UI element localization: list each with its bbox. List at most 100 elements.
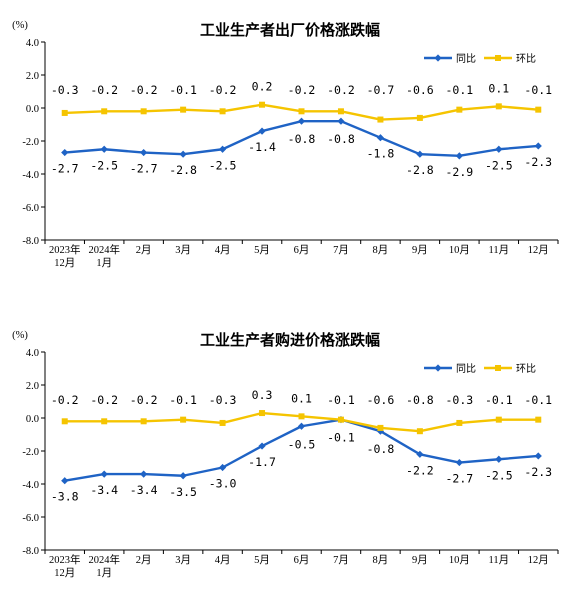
yoy-data-label: -2.8 <box>169 163 197 177</box>
y-tick-label: -8.0 <box>22 546 39 557</box>
mom-data-point <box>495 416 502 423</box>
y-tick-label: -4.0 <box>22 170 39 181</box>
mom-data-label: 0.3 <box>252 388 273 402</box>
mom-data-label: 0.1 <box>488 81 509 95</box>
mom-data-point <box>495 103 502 110</box>
yoy-data-label: -2.9 <box>445 165 473 179</box>
legend-mom-label: 环比 <box>516 363 536 375</box>
mom-data-label: 0.2 <box>252 80 273 94</box>
y-tick-label: -2.0 <box>22 447 39 458</box>
y-tick-label: -2.0 <box>22 137 39 148</box>
yoy-data-point <box>337 117 345 125</box>
mom-data-label: -0.2 <box>51 393 79 407</box>
ppi-output-chart: 工业生产者出厂价格涨跌幅 (%) 4.0 2.0 0.0 -2.0 -4.0 -6.0 -8.0… <box>0 0 570 290</box>
mom-data-point <box>456 106 463 113</box>
mom-data-point <box>337 416 344 423</box>
yoy-data-point <box>61 477 69 485</box>
mom-data-point <box>61 109 68 116</box>
mom-data-point <box>259 101 266 108</box>
mom-data-point <box>219 419 226 426</box>
x-tick-label: 7月 <box>333 244 349 256</box>
ppi-purchase-chart-svg: 工业生产者购进价格涨跌幅 (%) 4.0 2.0 0.0 -2.0 -4.0 -6.0 -8.0… <box>12 330 559 579</box>
mom-data-label: -0.6 <box>367 393 395 407</box>
yoy-data-point <box>376 134 385 142</box>
x-tick-label: 1月 <box>96 567 112 579</box>
mom-data-label: -0.1 <box>524 393 552 407</box>
x-tick-label: 2023年 <box>49 243 81 256</box>
yoy-data-label: -0.8 <box>327 132 355 146</box>
mom-data-label: -0.3 <box>445 393 473 407</box>
yoy-data-point <box>100 145 108 153</box>
x-tick-label: 12月 <box>528 554 549 566</box>
yoy-data-label: -2.2 <box>406 463 434 477</box>
mom-data-label: -0.1 <box>169 393 197 407</box>
mom-data-point <box>61 418 68 425</box>
yoy-data-point <box>297 422 306 430</box>
yoy-data-label: -2.7 <box>130 162 158 176</box>
legend-yoy-label: 同比 <box>456 363 476 375</box>
x-tick-label: 10月 <box>449 554 470 566</box>
x-tick-label: 2月 <box>136 244 152 256</box>
legend-mom-marker <box>495 55 501 61</box>
x-tick-label: 8月 <box>373 244 389 256</box>
yoy-data-label: -2.3 <box>524 465 552 479</box>
mom-data-label: -0.6 <box>406 83 434 97</box>
yoy-data-point <box>258 127 266 135</box>
yoy-data-label: -1.4 <box>248 140 276 154</box>
mom-data-point <box>219 108 226 115</box>
yoy-data-point <box>61 148 69 157</box>
yoy-data-point <box>258 442 266 450</box>
mom-data-label: -0.2 <box>90 83 118 97</box>
mom-data-point <box>416 428 423 435</box>
x-tick-label: 11月 <box>488 244 509 256</box>
yoy-data-label: -1.8 <box>367 147 395 161</box>
yoy-data-point <box>140 148 148 157</box>
yoy-data-point <box>218 145 227 153</box>
mom-data-point <box>298 413 305 420</box>
mom-data-point <box>535 106 542 113</box>
yoy-data-point <box>297 117 306 125</box>
legend-yoy-marker <box>434 54 442 62</box>
x-tick-label: 4月 <box>215 554 231 566</box>
mom-data-point <box>140 108 147 115</box>
mom-data-point <box>101 418 108 425</box>
x-tick-label: 2月 <box>136 554 152 566</box>
x-tick-label: 12月 <box>54 257 75 269</box>
mom-data-label: -0.2 <box>288 83 316 97</box>
mom-data-label: -0.2 <box>327 83 355 97</box>
mom-data-label: -0.1 <box>485 393 513 407</box>
x-tick-label: 4月 <box>215 244 231 256</box>
x-tick-label: 10月 <box>449 244 470 256</box>
yoy-data-label: -0.1 <box>327 431 355 445</box>
yoy-data-point <box>179 150 187 158</box>
x-tick-label: 12月 <box>54 567 75 579</box>
mom-data-label: -0.1 <box>169 83 197 97</box>
mom-data-label: 0.1 <box>291 391 312 405</box>
mom-data-point <box>101 108 108 115</box>
yoy-data-point <box>534 142 542 150</box>
y-tick-label: 0.0 <box>26 414 39 425</box>
yoy-data-label: -0.8 <box>367 442 395 456</box>
yoy-data-label: -1.7 <box>248 455 276 469</box>
yoy-data-label: -0.8 <box>288 132 316 146</box>
yoy-data-label: -2.5 <box>485 158 513 172</box>
y-tick-label: -6.0 <box>22 513 39 524</box>
mom-data-point <box>298 108 305 115</box>
mom-data-point <box>259 410 266 417</box>
mom-data-label: -0.1 <box>524 83 552 97</box>
y-tick-label: 2.0 <box>26 71 39 82</box>
mom-data-point <box>416 114 423 121</box>
y-tick-label: -6.0 <box>22 203 39 214</box>
yoy-data-point <box>416 450 424 458</box>
yoy-data-label: -2.7 <box>51 162 79 176</box>
chart-title: 工业生产者出厂价格涨跌幅 <box>200 21 380 39</box>
y-tick-label: 0.0 <box>26 104 39 115</box>
yoy-data-label: -2.7 <box>445 472 473 486</box>
mom-data-label: -0.1 <box>445 83 473 97</box>
mom-data-label: -0.2 <box>209 83 237 97</box>
x-tick-label: 2023年 <box>49 553 81 566</box>
mom-data-label: -0.2 <box>130 393 158 407</box>
yoy-data-label: -3.4 <box>130 483 158 497</box>
x-tick-label: 2024年 <box>88 243 120 256</box>
mom-data-label: -0.3 <box>209 393 237 407</box>
